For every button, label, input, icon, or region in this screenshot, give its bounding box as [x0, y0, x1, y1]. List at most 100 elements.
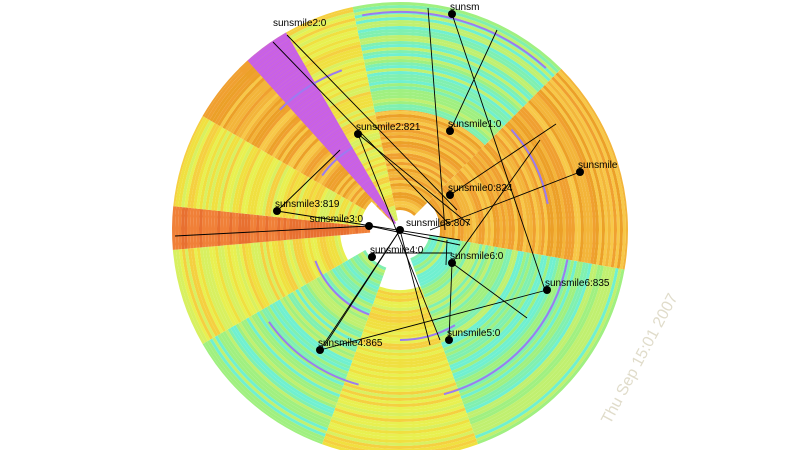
ring-segment — [388, 177, 438, 195]
ring-segment — [436, 191, 455, 240]
ring-segment — [255, 157, 278, 216]
node-dot[interactable] — [354, 130, 362, 138]
node[interactable]: sunsmile — [576, 160, 618, 176]
ring-segment — [312, 186, 327, 222]
ring-segment — [379, 132, 470, 163]
ring-segment — [251, 102, 287, 146]
node-dot[interactable] — [273, 207, 281, 215]
ring-segment — [290, 87, 320, 111]
ring-segment — [335, 102, 374, 121]
ring-segment — [230, 84, 271, 134]
ring-segment — [390, 186, 432, 202]
ring-segment — [314, 61, 365, 84]
node[interactable]: sunsmile5:0 — [445, 328, 501, 344]
ring-segment — [225, 142, 252, 213]
node-dot[interactable] — [448, 10, 456, 18]
node[interactable]: sunsmile5:807 — [396, 218, 471, 234]
ring-segment — [322, 129, 344, 147]
ring-segment — [352, 168, 366, 180]
ring-segment — [308, 50, 363, 74]
node[interactable]: sunsmile6:0 — [448, 251, 504, 267]
ring-segment — [249, 154, 272, 215]
ring-segment — [286, 6, 354, 35]
node[interactable]: sunsm — [448, 2, 479, 18]
ring-segment — [487, 140, 527, 253]
ring-segment — [303, 181, 319, 221]
node-label: sunsmile4:0 — [370, 245, 424, 256]
ring-segment — [204, 62, 251, 119]
node-dot[interactable] — [543, 286, 551, 294]
link-line — [286, 34, 458, 211]
node[interactable]: sunsmile1:0 — [446, 119, 502, 135]
link-line — [399, 229, 431, 346]
node-label: sunsmile3:0 — [310, 214, 364, 225]
node[interactable]: sunsmile4:865 — [316, 338, 383, 354]
node-label: sunsmile2:0 — [273, 18, 327, 29]
node-label: sunsmile6:0 — [450, 251, 504, 262]
ring-segment — [227, 82, 269, 132]
ring-segment — [288, 174, 306, 219]
node[interactable]: sunsmile3:819 — [273, 199, 340, 215]
link-line — [368, 225, 461, 246]
ring-segment — [348, 368, 452, 380]
node-dot[interactable] — [446, 127, 454, 135]
ring-segment — [267, 163, 288, 217]
ring-segment — [274, 240, 294, 293]
ring-segment — [172, 206, 177, 250]
ring-segment — [328, 222, 332, 237]
node-dot[interactable] — [396, 226, 404, 234]
ring-segment — [380, 135, 468, 165]
ring-segment — [360, 41, 534, 99]
ring-segment — [333, 223, 338, 236]
ring-segment — [350, 165, 365, 178]
ring-segment — [369, 311, 431, 320]
node[interactable]: sunsmile2:821 — [354, 122, 421, 138]
node-dot[interactable] — [365, 222, 373, 230]
ring-segment — [325, 432, 475, 449]
node-dot[interactable] — [368, 253, 376, 261]
node-label: sunsmile3:819 — [275, 199, 340, 210]
ring-segment — [232, 86, 273, 135]
ring-segment — [432, 195, 449, 239]
ring-segment — [370, 89, 500, 133]
ring-segment — [226, 244, 252, 317]
ring-segment — [266, 56, 302, 84]
highlight-arc — [279, 69, 343, 111]
node[interactable]: sunsmile0:824 — [446, 183, 513, 199]
ring-segment — [378, 202, 386, 209]
ring-segment — [184, 121, 215, 208]
ring-segment — [265, 241, 286, 298]
ring-segment — [352, 356, 448, 368]
ring-segment — [517, 110, 569, 260]
ring-segment — [320, 73, 368, 95]
ring-segment — [355, 16, 551, 82]
ring-segment — [309, 184, 324, 221]
ring-segment — [260, 49, 297, 77]
ring-segment — [261, 160, 283, 216]
node[interactable]: sunsmile6:835 — [543, 278, 610, 294]
node-dot[interactable] — [448, 259, 456, 267]
ring-segment — [378, 125, 474, 159]
ring-segment — [328, 236, 341, 266]
ring-segment — [344, 158, 360, 171]
ring-segment — [237, 148, 262, 214]
ring-segment — [354, 191, 368, 206]
ring-segment — [205, 132, 233, 210]
ring-segment — [173, 116, 205, 207]
node-dot[interactable] — [576, 168, 584, 176]
ring-segment — [222, 141, 249, 212]
node-label: sunsmile5:0 — [447, 328, 501, 339]
node[interactable]: sunsmile3:0 — [310, 214, 373, 230]
node-dot[interactable] — [445, 336, 453, 344]
ring-segment — [318, 124, 341, 142]
ring-segment — [347, 126, 379, 141]
ring-segment — [269, 117, 301, 156]
node-dot[interactable] — [446, 191, 454, 199]
node[interactable]: sunsmile4:0 — [368, 245, 424, 261]
ring-segment — [357, 342, 443, 353]
node[interactable]: sunsmile2:0 — [273, 18, 327, 29]
ring-segment — [377, 289, 423, 297]
node-dot[interactable] — [316, 346, 324, 354]
ring-segment — [209, 66, 255, 122]
ring-segment — [208, 209, 213, 247]
